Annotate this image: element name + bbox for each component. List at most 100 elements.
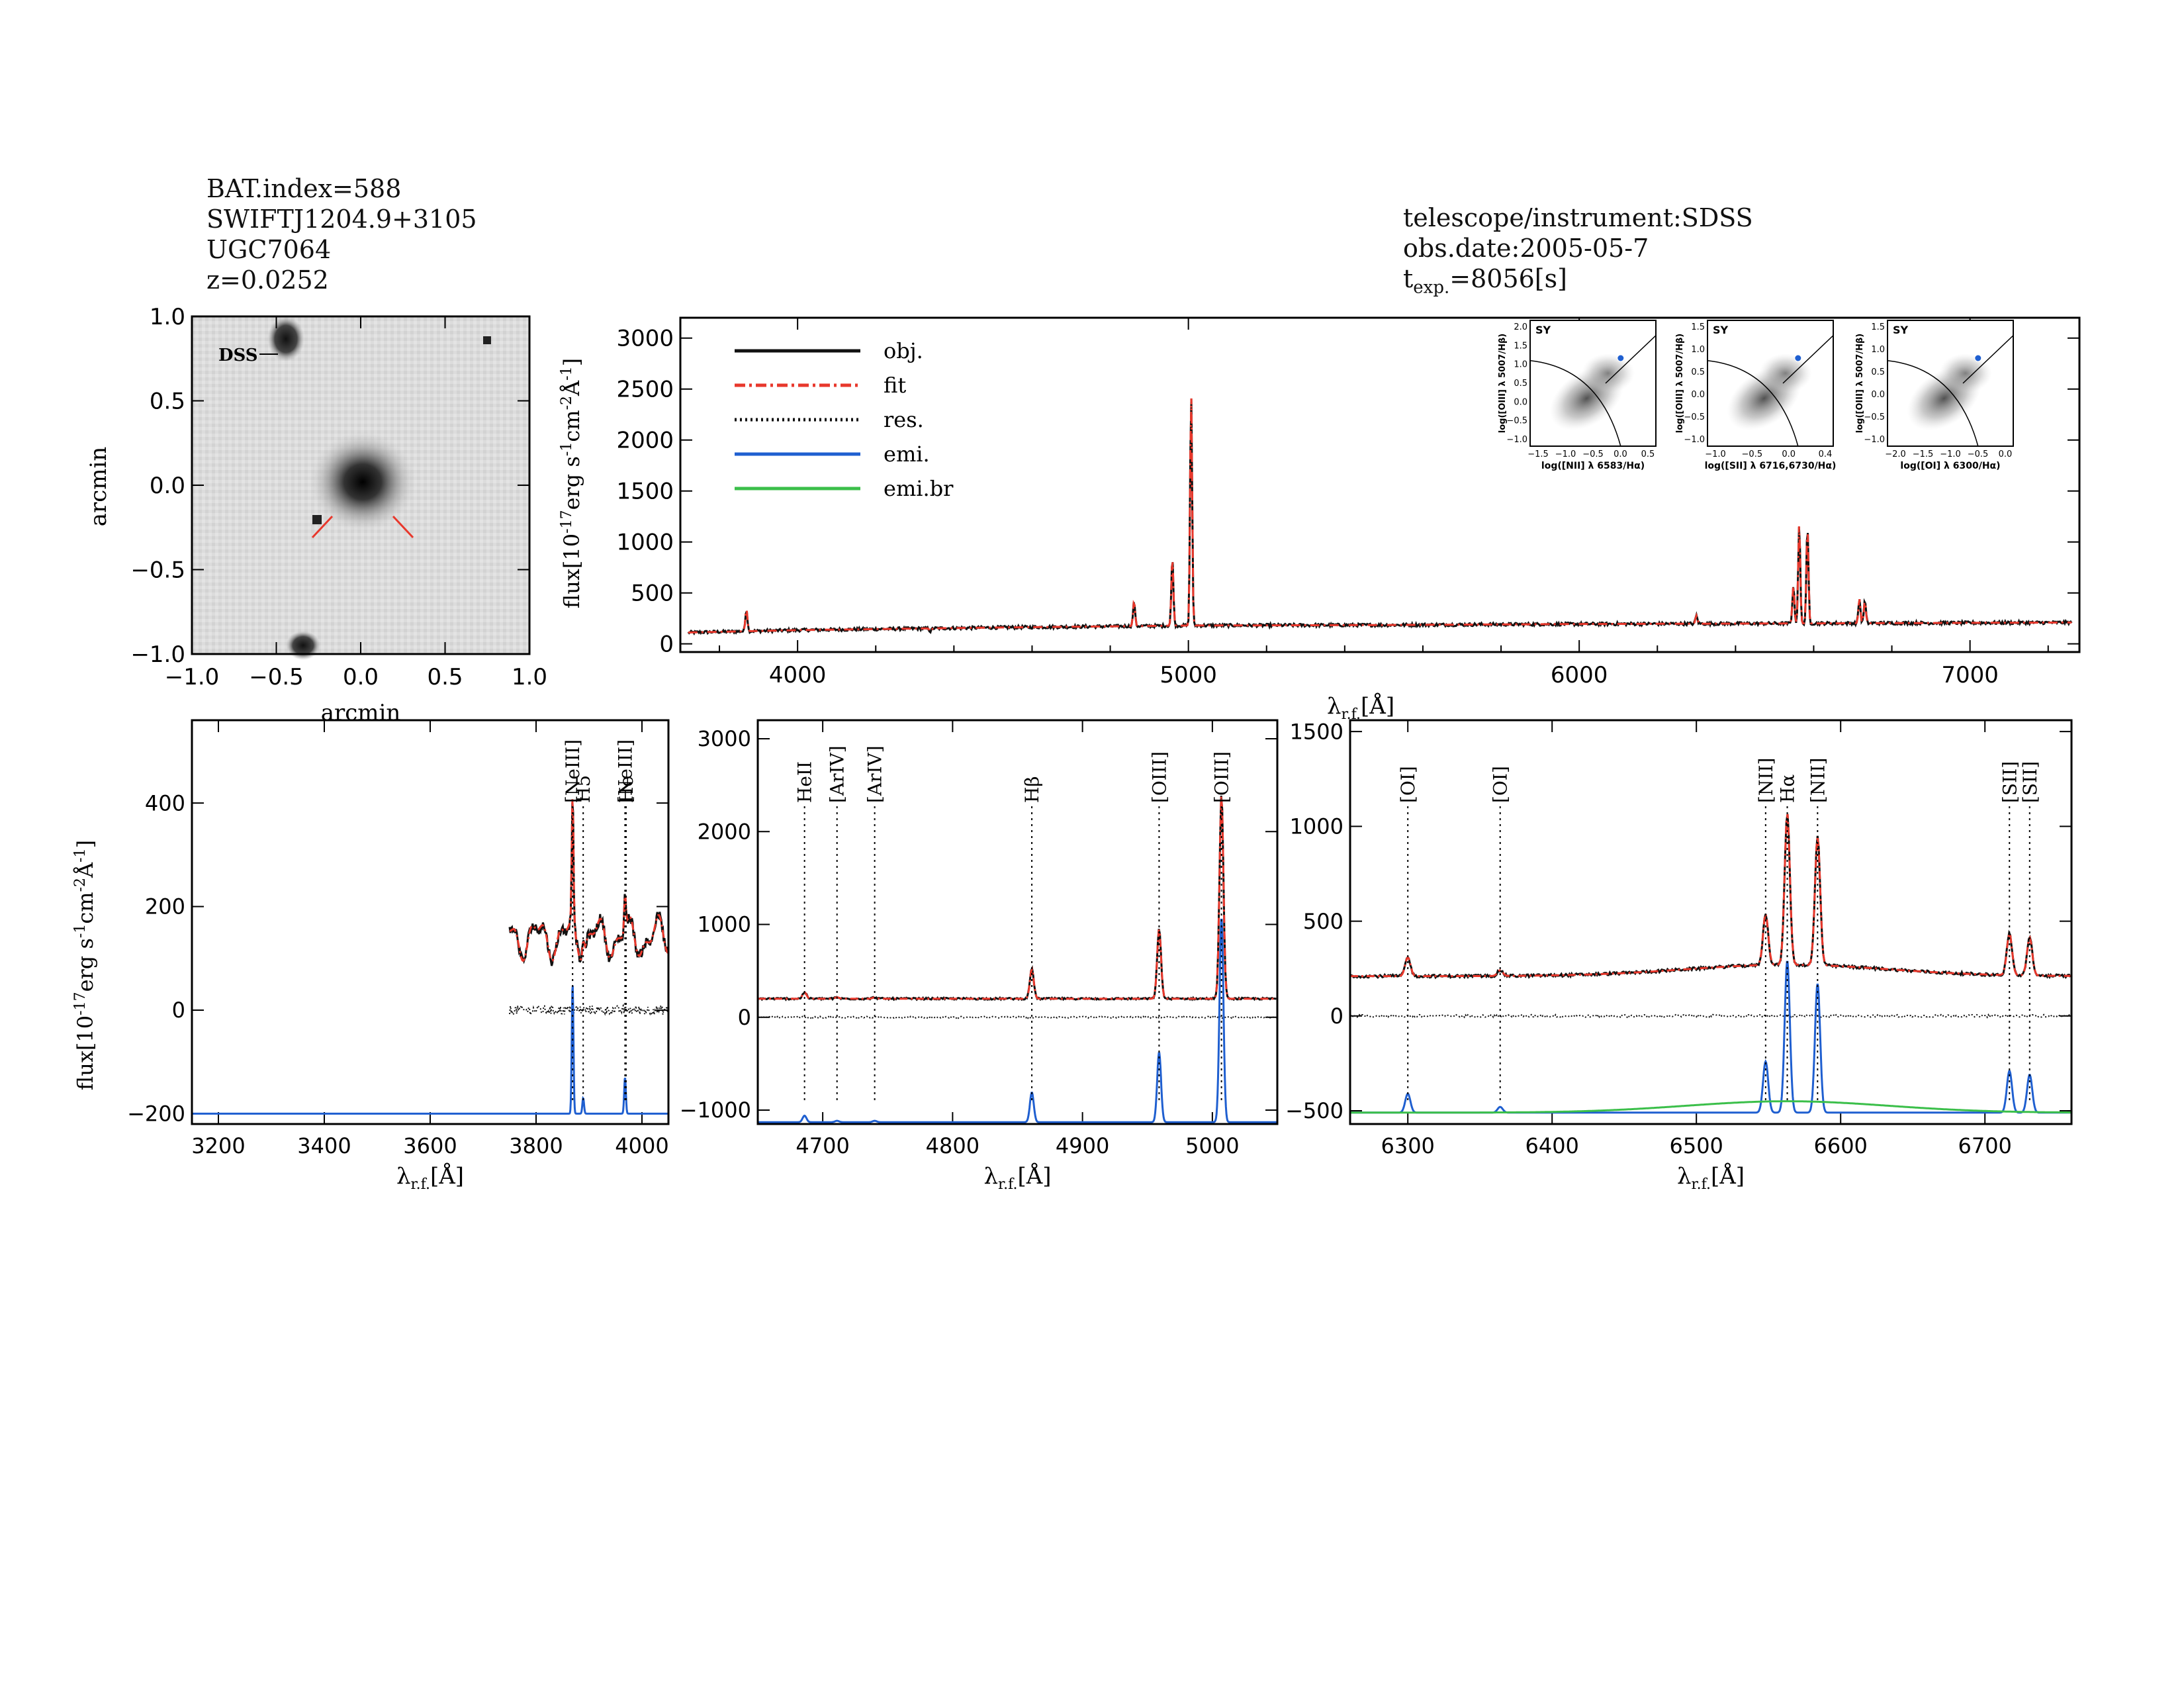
- main-spectrum-plot: [687, 398, 2073, 635]
- inset-frame: [1529, 320, 1657, 447]
- inset-curve: [1529, 360, 1621, 447]
- zoom2-xtick-label: 4900: [1056, 1133, 1109, 1158]
- inset-ytick-label: 1.0: [1871, 345, 1885, 355]
- dss-xtick-label: 0.0: [343, 664, 379, 690]
- redshift: z=0.0252: [206, 265, 329, 295]
- main-xtick-label: 4000: [769, 662, 827, 688]
- dss-label: DSS: [218, 346, 258, 365]
- legend: obj. fit res. emi. emi.br: [735, 338, 954, 501]
- exposure: texp.=8056[s]: [1403, 264, 1567, 298]
- zoom3-line-label: [NII]: [1807, 758, 1829, 803]
- obs-date: obs.date:2005-05-7: [1403, 234, 1649, 263]
- zoom1-line-label: H5: [572, 775, 594, 803]
- dss-ytick-label: −0.5: [130, 557, 185, 583]
- zoom2-obj-series: [757, 795, 1277, 1002]
- inset-ytick-label: −0.5: [1506, 416, 1527, 426]
- zoom1-line-label: [NeIII]: [614, 739, 636, 803]
- inset-xtick-label: 0.4: [1819, 449, 1833, 459]
- inset-ytick-label: 1.5: [1691, 322, 1705, 332]
- header-right: telescope/instrument:SDSS obs.date:2005-…: [1403, 203, 1753, 303]
- dss-ytick-label: 0.5: [150, 388, 185, 414]
- zoom2-emi-series: [758, 918, 1277, 1123]
- legend-label-3: emi.: [884, 442, 930, 467]
- inset-sy-label: SY: [1713, 324, 1729, 336]
- galaxy-name: UGC7064: [206, 235, 332, 264]
- inset-ytick-label: 0.0: [1871, 390, 1885, 400]
- inset-panel-2: SY −2.0 −1.5 −1.0 −0.5 0.0 −1.0 −0.5 0.0 0.5 1.0 1.…: [1855, 320, 2014, 471]
- zoom2-frame: [756, 719, 1279, 1125]
- star-small: [483, 336, 491, 344]
- dss-xtick-label: 1.0: [512, 664, 547, 690]
- dss-xlabel: arcmin: [321, 700, 401, 726]
- zoom3-line-label: [OI]: [1490, 766, 1512, 803]
- zoom3-emi-series: [1350, 961, 2071, 1114]
- main-ytick-label: 3000: [616, 326, 674, 352]
- dss-ytick-label: −1.0: [130, 641, 185, 668]
- bottom-ylabel: flux[10-17erg s-1cm-2Å-1]: [72, 840, 98, 1090]
- zoom1-emi-series: [192, 986, 668, 1115]
- header-left: BAT.index=588 SWIFTJ1204.9+3105 UGC7064 …: [206, 173, 477, 295]
- zoom3-line-label: [SII]: [2019, 761, 2041, 803]
- inset-sy-label: SY: [1893, 324, 1909, 336]
- inset-xlabel: log([NII] λ 6583/Hα): [1541, 461, 1645, 471]
- zoom2-ytick-label: 1000: [698, 912, 751, 937]
- inset-xtick-label: −2.0: [1885, 449, 1906, 459]
- inset-sy-label: SY: [1535, 324, 1551, 336]
- inset-ytick-label: 0.5: [1871, 367, 1885, 377]
- zoom3-fit-series: [1350, 814, 2071, 978]
- inset-ytick-label: 2.0: [1514, 322, 1527, 332]
- zoom3-ytick-label: 1500: [1290, 719, 1343, 744]
- zoom3-line-label: [SII]: [1999, 761, 2021, 803]
- zoom1-xtick-label: 3800: [509, 1133, 563, 1158]
- main-ytick-label: 1000: [616, 530, 674, 556]
- inset-ytick-label: −1.0: [1864, 435, 1885, 445]
- zoom2-line-label: [OIII]: [1211, 751, 1233, 803]
- zoom2-ytick-label: 0: [738, 1005, 751, 1030]
- main-spectrum-panel: 4000 5000 6000 7000 0 500 1000 1500 2000 2500 3000…: [559, 316, 2081, 723]
- legend-label-0: obj.: [884, 338, 923, 363]
- inset-ytick-label: 1.5: [1871, 322, 1885, 332]
- inset-point: [1794, 354, 1802, 362]
- inset-line: [1962, 335, 2014, 384]
- inset-xtick-label: −0.5: [1582, 449, 1604, 459]
- main-xtick-label: 7000: [1941, 662, 1999, 688]
- star-bottom: [286, 631, 320, 660]
- inset-line: [1605, 335, 1657, 384]
- legend-label-2: res.: [884, 407, 924, 432]
- dss-ytick-label: 1.0: [150, 304, 185, 330]
- zoom1-xtick-label: 3200: [191, 1133, 245, 1158]
- diagnostic-insets: SY−1.5 −1.0 −0.5 0.0 0.5−1.0−0.50.00.51.01.5…: [1498, 320, 2014, 471]
- zoom2-line-label: Hβ: [1021, 776, 1043, 803]
- zoom2-xtick-label: 4800: [926, 1133, 979, 1158]
- zoom3-ytick-label: −500: [1285, 1098, 1343, 1123]
- inset-ytick-label: 1.0: [1691, 345, 1705, 355]
- zoom1-obj-series: [508, 802, 670, 966]
- main-ylabel: flux[10-17erg s-1cm-2Å-1]: [559, 358, 584, 608]
- zoom1-xtick-label: 3600: [403, 1133, 457, 1158]
- main-obj-series: [687, 399, 2073, 635]
- inset-point: [1617, 354, 1625, 362]
- main-xlabel: λr.f.[Å]: [1327, 692, 1394, 723]
- dss-xtick-label: −1.0: [165, 664, 220, 690]
- inset-ytick-label: 1.5: [1514, 341, 1527, 351]
- dss-ytick-label: 0.0: [150, 473, 185, 499]
- dss-axes: −1.0 −0.5 0.0 0.5 1.0 −1.0 −0.5 0.0 0.5 1.0: [130, 304, 547, 690]
- inset-frame: [1707, 320, 1834, 447]
- zoom2-fit-series: [758, 796, 1277, 1000]
- zoom3-xtick-label: 6700: [1958, 1133, 2011, 1158]
- zoom2-line-label: HeII: [794, 761, 816, 803]
- main-fit-series: [688, 398, 2072, 633]
- zoom-panel-oiii: 4700 4800 4900 5000 −1000 0 1000 2000 3000 HeII [A…: [680, 719, 1279, 1193]
- zoom2-xlabel: λr.f.[Å]: [983, 1162, 1051, 1193]
- dss-xtick-label: −0.5: [249, 664, 304, 690]
- inset-ytick-label: 1.0: [1514, 360, 1527, 370]
- zoom3-line-label: [OI]: [1397, 766, 1419, 803]
- dss-ylabel: arcmin: [85, 447, 112, 527]
- zoom-panel-neiii: 3200 3400 3600 3800 4000−2000200400[NeIII]H5…: [127, 719, 670, 1193]
- zoom1-line-label: [NeIII]: [562, 739, 584, 803]
- inset-ytick-label: −0.5: [1684, 412, 1705, 422]
- inset-ytick-label: 0.0: [1514, 397, 1527, 407]
- inset-xtick-label: 0.0: [1614, 449, 1627, 459]
- legend-label-1: fit: [884, 373, 906, 398]
